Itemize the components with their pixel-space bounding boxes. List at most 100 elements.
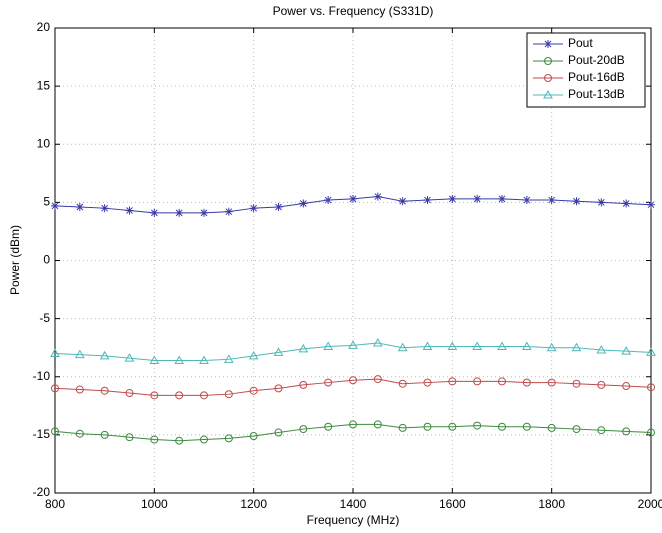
marker bbox=[448, 194, 457, 203]
marker bbox=[373, 420, 382, 429]
marker bbox=[199, 355, 209, 364]
y-tick-label: -5 bbox=[39, 311, 50, 325]
y-tick-label: 15 bbox=[37, 78, 51, 92]
marker bbox=[498, 422, 506, 431]
series-line bbox=[54, 378, 652, 396]
y-tick-label: -20 bbox=[33, 485, 51, 499]
series-line bbox=[54, 423, 652, 442]
marker bbox=[150, 391, 159, 400]
marker bbox=[597, 198, 606, 207]
marker bbox=[522, 378, 531, 387]
marker bbox=[249, 204, 258, 213]
marker bbox=[398, 379, 407, 388]
marker bbox=[125, 206, 134, 215]
marker bbox=[324, 378, 333, 387]
marker bbox=[200, 391, 208, 400]
marker bbox=[498, 377, 506, 386]
marker bbox=[74, 349, 85, 359]
marker bbox=[596, 345, 607, 354]
y-tick-label: 20 bbox=[37, 20, 51, 34]
marker bbox=[397, 342, 408, 352]
marker bbox=[647, 428, 655, 437]
marker bbox=[349, 376, 357, 385]
marker bbox=[324, 196, 333, 205]
x-tick-label: 2000 bbox=[638, 497, 662, 511]
marker bbox=[100, 204, 109, 213]
marker bbox=[51, 201, 59, 210]
x-tick-label: 1600 bbox=[439, 497, 466, 511]
marker bbox=[349, 420, 357, 429]
marker bbox=[572, 379, 581, 388]
marker bbox=[597, 380, 606, 389]
marker bbox=[323, 341, 334, 351]
marker bbox=[174, 355, 185, 364]
legend-label: Pout-13dB bbox=[568, 87, 625, 101]
marker bbox=[99, 350, 110, 360]
marker bbox=[200, 435, 208, 444]
y-tick-label: 5 bbox=[43, 195, 50, 209]
marker bbox=[547, 378, 556, 387]
marker bbox=[622, 382, 631, 391]
marker bbox=[571, 342, 582, 352]
marker bbox=[572, 425, 581, 434]
marker bbox=[546, 342, 557, 352]
marker bbox=[497, 341, 507, 351]
legend-marker bbox=[544, 57, 552, 65]
x-tick-label: 1000 bbox=[141, 497, 168, 511]
chart-title: Power vs. Frequency (S331D) bbox=[273, 4, 434, 18]
marker bbox=[423, 378, 432, 387]
marker bbox=[75, 203, 84, 212]
marker bbox=[175, 208, 184, 217]
marker bbox=[473, 194, 482, 203]
marker bbox=[51, 384, 59, 393]
marker bbox=[248, 350, 259, 360]
marker bbox=[597, 426, 606, 435]
y-tick-label: 0 bbox=[43, 253, 50, 267]
marker bbox=[472, 341, 483, 351]
marker bbox=[423, 422, 432, 431]
marker bbox=[75, 429, 84, 438]
marker bbox=[522, 196, 531, 205]
marker bbox=[150, 435, 159, 444]
marker bbox=[473, 421, 482, 430]
y-axis-label: Power (dBm) bbox=[8, 225, 22, 295]
marker bbox=[200, 208, 208, 217]
marker bbox=[50, 348, 60, 357]
marker bbox=[100, 430, 109, 439]
marker bbox=[572, 197, 581, 206]
marker bbox=[447, 341, 458, 351]
marker bbox=[299, 380, 308, 389]
marker bbox=[622, 427, 631, 436]
marker bbox=[51, 427, 59, 436]
marker bbox=[521, 341, 532, 351]
marker bbox=[149, 355, 160, 364]
marker bbox=[274, 203, 283, 212]
marker bbox=[647, 200, 655, 209]
marker bbox=[273, 347, 284, 356]
marker bbox=[125, 433, 134, 442]
marker bbox=[647, 383, 655, 392]
marker bbox=[75, 385, 84, 394]
x-tick-label: 1200 bbox=[240, 497, 267, 511]
marker bbox=[498, 194, 506, 203]
marker bbox=[398, 423, 407, 432]
marker bbox=[522, 422, 531, 431]
marker bbox=[372, 338, 383, 347]
marker bbox=[473, 377, 482, 386]
marker bbox=[249, 432, 258, 441]
marker bbox=[124, 353, 135, 362]
x-tick-label: 1800 bbox=[538, 497, 565, 511]
legend-label: Pout bbox=[568, 36, 593, 50]
y-tick-label: 10 bbox=[37, 136, 51, 150]
marker bbox=[348, 340, 358, 349]
series-line bbox=[54, 342, 652, 361]
marker bbox=[224, 207, 233, 216]
marker bbox=[274, 428, 283, 437]
marker bbox=[299, 199, 308, 208]
legend-label: Pout-20dB bbox=[568, 53, 625, 67]
plot-frame bbox=[54, 27, 652, 494]
marker bbox=[398, 197, 407, 206]
marker bbox=[423, 196, 432, 205]
marker bbox=[224, 390, 233, 399]
